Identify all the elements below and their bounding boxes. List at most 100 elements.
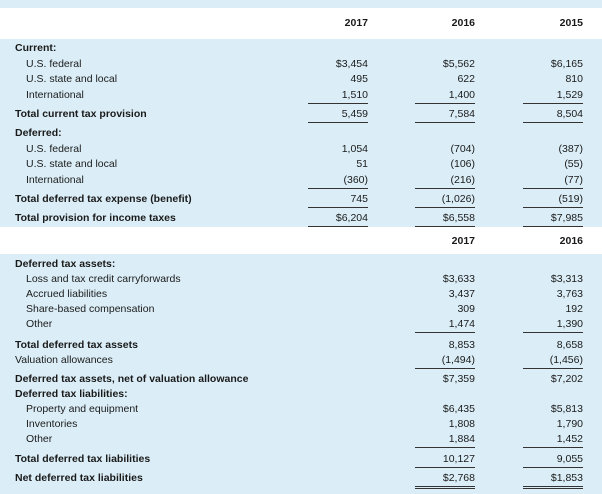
cell-2017: 8,853 [448,339,475,351]
row-label: International [26,174,84,186]
cell-2017: 495 [350,73,368,85]
cell-2017: $2,768 [415,470,475,489]
cell-2016: 1,452 [523,431,583,448]
cell-2017: 309 [457,303,475,315]
row-label: Other [26,433,53,445]
cell-2015: (387) [558,143,583,155]
total-row: Total deferred tax assets 8,853 8,658 [0,337,602,353]
table-row: International (360) (216) (77) [0,172,602,189]
cell-2016: $3,313 [550,273,583,285]
deferred-heading: Deferred: [15,127,62,139]
cell-2017: $3,454 [335,58,368,70]
cell-2017: (360) [308,172,368,189]
cell-2016: 192 [565,303,583,315]
assets-heading-row: Deferred tax assets: [0,256,602,272]
cell-2017: 1,808 [448,418,475,430]
cell-2017: 10,127 [415,451,475,468]
total-row: Deferred tax assets, net of valuation al… [0,371,602,387]
row-label: Inventories [26,418,78,430]
table-row: Loss and tax credit carryforwards $3,633… [0,271,602,287]
table-row: Accrued liabilities 3,437 3,763 [0,286,602,302]
row-label: Total provision for income taxes [15,212,176,224]
cell-2015: $6,165 [550,58,583,70]
cell-2016: (106) [450,158,475,170]
table-row: U.S. federal $3,454 $5,562 $6,165 [0,56,602,72]
cell-2017: $6,435 [442,403,475,415]
cell-2015: 810 [565,73,583,85]
current-heading-row: Current: [0,40,602,56]
cell-2015: (77) [523,172,583,189]
cell-2016: 1,390 [523,316,583,333]
cell-2016: $1,853 [523,470,583,489]
row-label: Deferred tax assets, net of valuation al… [15,373,249,385]
cell-2016: (704) [450,143,475,155]
current-heading: Current: [15,42,57,54]
cell-2017: $3,633 [442,273,475,285]
table-row: U.S. state and local 51 (106) (55) [0,156,602,172]
row-label: Total deferred tax expense (benefit) [15,193,192,205]
cell-2016: (216) [415,172,475,189]
cell-2015: 1,529 [523,87,583,104]
cell-2016: (1,026) [415,191,475,208]
cell-2016: 3,763 [556,288,583,300]
row-label: Loss and tax credit carryforwards [26,273,181,285]
row-label: Accrued liabilities [26,288,108,300]
cell-2016: 1,400 [415,87,475,104]
row-label: Property and equipment [26,403,139,415]
year-2016-heading: 2016 [559,235,583,247]
cell-2017: 3,437 [448,288,475,300]
total-row: Total deferred tax expense (benefit) 745… [0,191,602,208]
row-label: U.S. state and local [26,158,118,170]
liabilities-heading: Deferred tax liabilities: [15,388,128,400]
total-row: Total deferred tax liabilities 10,127 9,… [0,451,602,468]
year-2016-heading: 2016 [451,17,475,29]
year-header-row-1: 2017 2016 2015 [0,15,602,31]
cell-2016: 622 [457,73,475,85]
cell-2017: 745 [308,191,368,208]
table-row: U.S. federal 1,054 (704) (387) [0,141,602,157]
cell-2016: (1,456) [523,352,583,369]
row-label: U.S. federal [26,143,82,155]
total-row: Total provision for income taxes $6,204 … [0,210,602,229]
cell-2015: 8,504 [523,106,583,123]
year-header-row-2: 2017 2016 [0,233,602,249]
cell-2017: 1,474 [415,316,475,333]
total-row: Net deferred tax liabilities $2,768 $1,8… [0,470,602,489]
cell-2016: $5,562 [442,58,475,70]
row-label: Total deferred tax assets [15,339,138,351]
cell-2016: $5,813 [550,403,583,415]
year-2017-heading: 2017 [451,235,475,247]
assets-heading: Deferred tax assets: [15,258,116,270]
cell-2017: 1,884 [415,431,475,448]
cell-2017: 1,510 [308,87,368,104]
cell-2015: (55) [564,158,583,170]
cell-2016: 7,584 [415,106,475,123]
cell-2017: 5,459 [308,106,368,123]
row-label: Net deferred tax liabilities [15,472,143,484]
cell-2016: $7,202 [550,373,583,385]
row-label: U.S. state and local [26,73,118,85]
total-row: Total current tax provision 5,459 7,584 … [0,106,602,123]
row-label: U.S. federal [26,58,82,70]
cell-2017: (1,494) [415,352,475,369]
year-header-band [0,227,602,254]
cell-2017: 51 [356,158,368,170]
row-label: Other [26,318,53,330]
year-2017-heading: 2017 [344,17,368,29]
year-header-band [0,8,602,39]
liabilities-heading-row: Deferred tax liabilities: [0,386,602,402]
cell-2016: 9,055 [523,451,583,468]
row-label: Total deferred tax liabilities [15,453,151,465]
table-row: Property and equipment $6,435 $5,813 [0,401,602,417]
cell-2015: (519) [523,191,583,208]
deferred-heading-row: Deferred: [0,125,602,141]
table-row: Other 1,474 1,390 [0,316,602,333]
table-row: International 1,510 1,400 1,529 [0,87,602,104]
row-label: Valuation allowances [15,354,113,366]
table-row: Other 1,884 1,452 [0,431,602,448]
cell-2017: $7,359 [442,373,475,385]
year-2015-heading: 2015 [559,17,583,29]
cell-2017: 1,054 [341,143,368,155]
table-row: Inventories 1,808 1,790 [0,416,602,432]
